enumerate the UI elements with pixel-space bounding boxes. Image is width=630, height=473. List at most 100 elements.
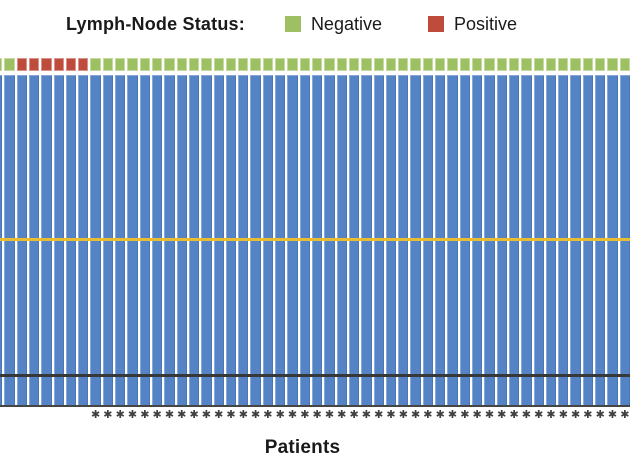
status-square-negative: [496, 58, 507, 71]
status-square-negative: [102, 58, 114, 71]
asterisk: ✱: [226, 408, 236, 421]
status-square-negative: [127, 58, 138, 71]
asterisk: ✱: [275, 408, 285, 421]
status-square-negative: [435, 58, 446, 71]
asterisk-empty: [29, 407, 39, 422]
status-square-negative: [299, 58, 310, 71]
status-square-negative: [533, 58, 544, 71]
asterisk: ✱: [349, 408, 359, 421]
asterisk: ✱: [411, 408, 421, 421]
asterisk: ✱: [558, 408, 568, 421]
status-square-positive: [78, 58, 89, 71]
status-square-negative: [558, 58, 569, 71]
status-square-negative: [201, 58, 212, 71]
asterisk: ✱: [251, 408, 261, 421]
status-square-negative: [0, 58, 3, 71]
status-square-positive: [53, 58, 64, 71]
asterisk: ✱: [546, 408, 556, 421]
status-square-negative: [521, 58, 532, 71]
asterisk-row: ✱ ✱ ✱ ✱ ✱ ✱ ✱ ✱ ✱ ✱ ✱ ✱ ✱ ✱ ✱ ✱ ✱ ✱ ✱ ✱ ✱ ✱ ✱ ✱ ✱ ✱ ✱ ✱ ✱ ✱ ✱ ✱ ✱ ✱ ✱ ✱ ✱ ✱ ✱ ✱…: [0, 407, 630, 422]
x-axis-line: [0, 405, 630, 407]
status-square-negative: [348, 58, 360, 71]
asterisk-empty: [41, 407, 51, 422]
status-square-negative: [595, 58, 606, 71]
status-square-negative: [188, 58, 200, 71]
asterisk: ✱: [287, 408, 298, 421]
asterisk: ✱: [583, 408, 593, 421]
asterisk: ✱: [398, 408, 408, 421]
asterisk: ✱: [177, 408, 187, 421]
asterisk: ✱: [127, 408, 138, 421]
legend-title: Lymph-Node Status:: [66, 13, 245, 34]
asterisk-empty: [17, 407, 27, 422]
status-square-negative: [422, 58, 434, 71]
asterisk: ✱: [484, 408, 495, 421]
asterisk: ✱: [460, 408, 470, 421]
status-square-negative: [262, 58, 274, 71]
asterisk: ✱: [435, 408, 445, 421]
asterisk: ✱: [337, 408, 347, 421]
status-square-negative: [619, 58, 630, 71]
asterisk: ✱: [595, 408, 605, 421]
status-square-negative: [472, 58, 483, 71]
asterisk-empty: [78, 407, 88, 422]
asterisk: ✱: [189, 408, 199, 421]
status-square-negative: [336, 58, 347, 71]
asterisk: ✱: [423, 408, 433, 421]
black-reference-line: [0, 374, 630, 377]
status-square-negative: [385, 58, 397, 71]
x-axis-label: Patients: [264, 437, 341, 458]
asterisk: ✱: [472, 408, 482, 421]
legend: Lymph-Node Status: Negative Positive: [66, 12, 563, 36]
status-square-negative: [545, 58, 557, 71]
asterisk: ✱: [620, 408, 630, 421]
asterisk: ✱: [263, 408, 273, 421]
asterisk: ✱: [534, 408, 544, 421]
status-square-negative: [90, 58, 101, 71]
status-square-negative: [176, 58, 187, 71]
asterisk: ✱: [164, 408, 175, 421]
positive-swatch-icon: [427, 16, 444, 32]
status-square-positive: [16, 58, 27, 71]
asterisk: ✱: [152, 408, 162, 421]
yellow-reference-line: [0, 238, 630, 241]
asterisk-empty: [66, 407, 76, 422]
status-square-negative: [287, 58, 298, 71]
legend-item-negative: Negative: [284, 13, 382, 35]
status-square-negative: [152, 58, 163, 71]
legend-item-positive: Positive: [427, 13, 518, 35]
status-square-negative: [213, 58, 224, 71]
asterisk: ✱: [521, 408, 531, 421]
asterisk-empty: [4, 407, 14, 422]
status-square-negative: [139, 58, 150, 71]
status-square-negative: [508, 58, 520, 71]
asterisk: ✱: [497, 408, 507, 421]
asterisk-empty: [0, 407, 2, 422]
status-square-negative: [238, 58, 249, 71]
asterisk: ✱: [361, 408, 371, 421]
asterisk: ✱: [374, 408, 384, 421]
asterisk: ✱: [571, 408, 581, 421]
status-square-negative: [312, 58, 323, 71]
status-square-negative: [570, 58, 581, 71]
legend-label-positive: Positive: [453, 13, 518, 34]
status-square-positive: [41, 58, 52, 71]
status-square-negative: [373, 58, 384, 71]
status-square-negative: [275, 58, 286, 71]
asterisk: ✱: [201, 408, 211, 421]
status-square-negative: [361, 58, 372, 71]
legend-label-negative: Negative: [310, 13, 382, 34]
asterisk: ✱: [509, 408, 519, 421]
status-square-negative: [582, 58, 594, 71]
status-square-negative: [447, 58, 458, 71]
status-square-negative: [4, 58, 15, 71]
asterisk: ✱: [238, 408, 248, 421]
asterisk: ✱: [91, 408, 101, 421]
status-square-negative: [607, 58, 618, 71]
asterisk: ✱: [447, 408, 458, 421]
negative-swatch-icon: [284, 16, 301, 32]
asterisk: ✱: [386, 408, 396, 421]
status-square-positive: [28, 58, 40, 71]
status-square-negative: [164, 58, 175, 71]
